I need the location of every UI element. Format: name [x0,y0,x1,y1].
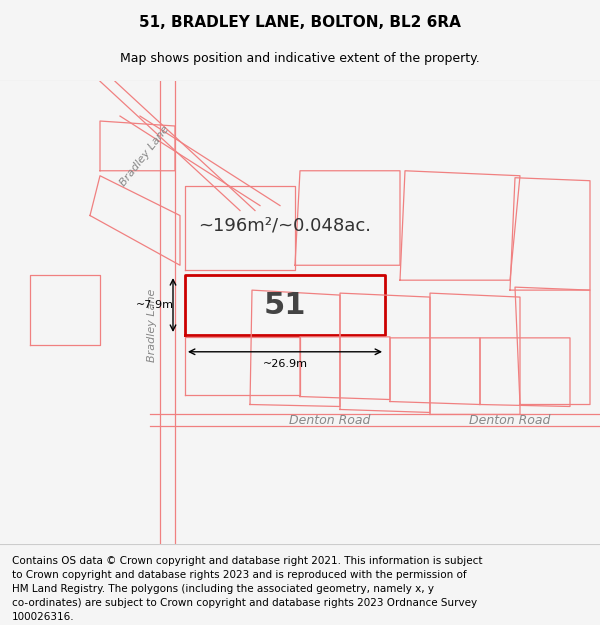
Text: ~196m²/~0.048ac.: ~196m²/~0.048ac. [199,216,371,234]
Text: Denton Road: Denton Road [289,414,371,427]
Text: Denton Road: Denton Road [469,414,551,427]
Polygon shape [185,275,385,335]
Text: Map shows position and indicative extent of the property.: Map shows position and indicative extent… [120,52,480,65]
Text: ~26.9m: ~26.9m [263,359,308,369]
Text: 51: 51 [264,291,306,319]
Text: 51, BRADLEY LANE, BOLTON, BL2 6RA: 51, BRADLEY LANE, BOLTON, BL2 6RA [139,15,461,30]
Text: Bradley Lane: Bradley Lane [118,124,172,188]
Text: Bradley Lane: Bradley Lane [147,288,157,362]
Text: ~7.9m: ~7.9m [136,300,174,310]
Text: Contains OS data © Crown copyright and database right 2021. This information is : Contains OS data © Crown copyright and d… [12,556,482,622]
